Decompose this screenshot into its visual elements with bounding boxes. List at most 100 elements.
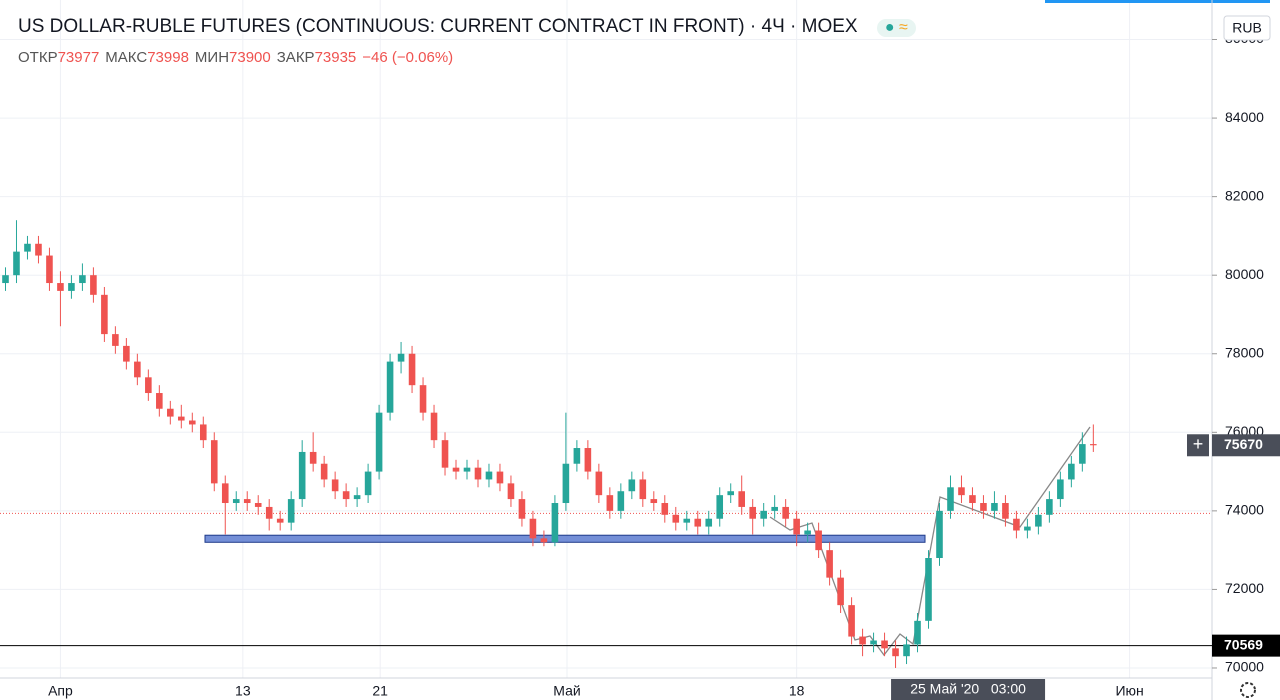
candle-body (232, 499, 240, 504)
y-tick-label: 70000 (1225, 659, 1264, 675)
candle-body (375, 412, 383, 472)
ohlc-change: −46 (−0.06%) (362, 49, 454, 66)
candle-body (386, 361, 394, 413)
hline-price-label: 70569 (1224, 636, 1263, 652)
candle-body (13, 251, 20, 276)
candle-body (738, 491, 746, 507)
candle-body (156, 393, 163, 409)
x-tick-label: 21 (372, 683, 388, 699)
cursor-time-box (891, 679, 1046, 700)
cursor-time-label: 25 Май '20 03:00 (910, 681, 1026, 697)
ohlc-label: МИН (194, 49, 230, 66)
candle-body (298, 451, 306, 500)
candle-body (452, 467, 460, 472)
x-tick-label: 18 (789, 683, 805, 699)
ohlc-value: 73900 (229, 49, 271, 66)
support-zone (204, 534, 926, 543)
candle-body (661, 503, 669, 515)
x-tick-label: 13 (235, 683, 251, 699)
candle-body (342, 491, 350, 500)
candle-body (804, 530, 811, 535)
candle-body (364, 471, 372, 496)
candle-body (167, 408, 174, 417)
candle-body (1024, 526, 1031, 531)
candle-body (35, 243, 42, 256)
candle-body (617, 491, 625, 511)
ohlc-value: 73977 (57, 49, 100, 66)
candle-body (46, 255, 53, 284)
candle-body (353, 495, 361, 500)
candle-body (727, 491, 735, 496)
candle-body (793, 518, 800, 535)
crosshair-button[interactable] (1187, 434, 1209, 457)
candle-body (936, 510, 943, 559)
candle-body (2, 275, 9, 284)
candle-body (101, 294, 108, 335)
candle-body (112, 334, 119, 346)
symbol-title: US DOLLAR-RUBLE FUTURES (CONTINUOUS: CUR… (18, 16, 745, 37)
candle-body (90, 275, 97, 295)
candle-body (1090, 444, 1097, 446)
candle-body (969, 495, 976, 504)
interval[interactable]: 4Ч (761, 16, 785, 37)
candle-body (606, 495, 614, 511)
candle-body (848, 605, 855, 637)
candle-body (474, 467, 482, 480)
ohlc-label: ОТКР (18, 49, 58, 66)
candle-body (562, 463, 570, 504)
candle-body (595, 471, 603, 496)
candle-body (903, 644, 910, 657)
currency-box[interactable] (1223, 15, 1271, 41)
candle-body (1046, 499, 1053, 515)
candle-body (68, 283, 75, 291)
last-price-box (1212, 434, 1280, 457)
candle-body (441, 440, 449, 468)
candle-body (815, 530, 822, 551)
candle-body (705, 518, 713, 527)
top-bar (1045, 0, 1270, 3)
candle-body (276, 518, 284, 523)
candle-body (320, 463, 328, 480)
x-tick-label: Май (553, 683, 580, 699)
candle-body (485, 471, 493, 480)
candle-body (760, 510, 767, 519)
ohlc-label: ЗАКР (276, 49, 315, 66)
x-tick-label: Апр (48, 683, 73, 699)
y-tick-label: 72000 (1225, 580, 1264, 596)
ohlc-value: 73998 (147, 49, 189, 66)
candle-body (221, 483, 229, 504)
crosshair-icon: + (1193, 434, 1204, 454)
candle-body (870, 640, 877, 645)
candle-body (210, 440, 218, 484)
candle-body (947, 487, 954, 511)
currency-label: RUB (1232, 20, 1262, 36)
settings-icon[interactable] (1240, 682, 1256, 698)
candle-body (826, 550, 833, 578)
y-tick-label: 78000 (1225, 344, 1264, 360)
candle-body (518, 499, 526, 519)
candle-body (683, 518, 691, 523)
trend-drawing (769, 426, 1091, 657)
candle-body (837, 577, 844, 606)
candle-body (925, 558, 932, 621)
candle-body (540, 538, 548, 543)
candle-body (650, 499, 658, 504)
candle-body (980, 503, 987, 511)
candle-body (551, 503, 559, 543)
status-pill[interactable]: ● ≈ (876, 19, 916, 37)
candle-body (397, 353, 405, 362)
candle-body (243, 499, 251, 504)
candle-body (892, 648, 899, 657)
y-tick-label: 84000 (1225, 109, 1264, 125)
candle-body (199, 424, 207, 441)
candle-body (1079, 444, 1086, 464)
candle-body (309, 451, 317, 464)
candle-body (419, 385, 427, 413)
candle-body (178, 416, 185, 421)
candle-body (749, 506, 756, 519)
candle-body (188, 420, 196, 425)
candle-body (1068, 463, 1075, 480)
candle-body (914, 620, 921, 645)
candle-body (859, 636, 866, 645)
